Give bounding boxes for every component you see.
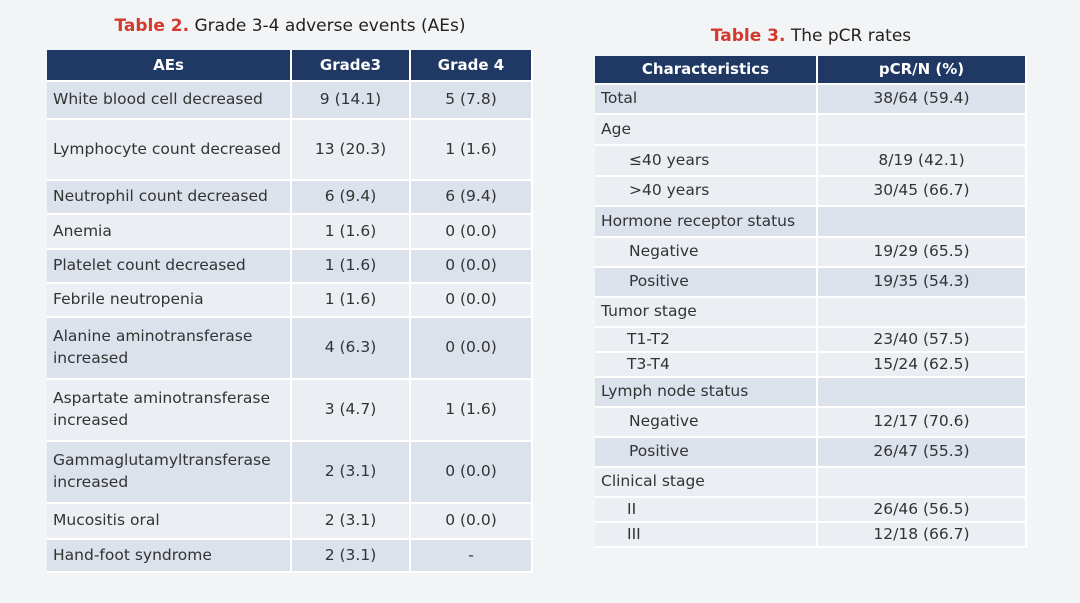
title-label: Table 3. [710, 26, 786, 46]
table-cell: 26/46 (56.5) [818, 498, 1027, 523]
table-cell: - [411, 540, 533, 573]
table-cell: 2 (3.1) [292, 504, 411, 540]
table-cell: 3 (4.7) [292, 380, 411, 442]
table-cell: Clinical stage [595, 468, 818, 498]
table-cell: Negative [595, 408, 818, 438]
table-cell: White blood cell decreased [47, 82, 292, 120]
table-cell: 1 (1.6) [411, 380, 533, 442]
table-cell: 38/64 (59.4) [818, 85, 1027, 115]
table-cell: Aspartate aminotransferase increased [47, 380, 292, 442]
table-cell: Lymphocyte count decreased [47, 120, 292, 181]
table-cell: pCR/N (%) [818, 56, 1027, 85]
table-cell: Total [595, 85, 818, 115]
table-cell: Alanine aminotransferase increased [47, 318, 292, 380]
table-cell: Characteristics [595, 56, 818, 85]
table-cell: Positive [595, 268, 818, 298]
table-cell: Grade 4 [411, 50, 533, 82]
table-cell: Lymph node status [595, 378, 818, 408]
table-cell: Hand-foot syndrome [47, 540, 292, 573]
table-cell: 0 (0.0) [411, 284, 533, 318]
table-cell: 2 (3.1) [292, 540, 411, 573]
table-cell: II [595, 498, 818, 523]
table-cell: 0 (0.0) [411, 250, 533, 284]
table-cell: 12/18 (66.7) [818, 523, 1027, 548]
table-cell: Anemia [47, 215, 292, 250]
table-cell: T1-T2 [595, 328, 818, 353]
table-cell: T3-T4 [595, 353, 818, 378]
table-cell: 0 (0.0) [411, 215, 533, 250]
table-cell: 1 (1.6) [292, 215, 411, 250]
table-cell: 12/17 (70.6) [818, 408, 1027, 438]
table-cell: 0 (0.0) [411, 504, 533, 540]
table-cell [818, 298, 1027, 328]
table-cell: Grade3 [292, 50, 411, 82]
table-cell: ≤40 years [595, 146, 818, 177]
table-cell: 1 (1.6) [292, 284, 411, 318]
table-cell: III [595, 523, 818, 548]
table-cell: 19/29 (65.5) [818, 238, 1027, 268]
table-cell: Hormone receptor status [595, 207, 818, 238]
table-cell: Gammaglutamyltransferase increased [47, 442, 292, 504]
table-cell [818, 115, 1027, 146]
table-cell: 13 (20.3) [292, 120, 411, 181]
table-cell: AEs [47, 50, 292, 82]
table-cell: Tumor stage [595, 298, 818, 328]
table2-title: Table 2. Grade 3-4 adverse events (AEs) [47, 16, 533, 36]
table-cell: Febrile neutropenia [47, 284, 292, 318]
table-cell: Mucositis oral [47, 504, 292, 540]
table-cell: 2 (3.1) [292, 442, 411, 504]
title-text: Grade 3-4 adverse events (AEs) [194, 16, 466, 36]
table-cell: 15/24 (62.5) [818, 353, 1027, 378]
table-cell: 23/40 (57.5) [818, 328, 1027, 353]
table-cell: Positive [595, 438, 818, 468]
table-cell: 26/47 (55.3) [818, 438, 1027, 468]
table-cell: 9 (14.1) [292, 82, 411, 120]
table3-title: Table 3. The pCR rates [595, 26, 1027, 46]
table-cell: Age [595, 115, 818, 146]
table-cell: Negative [595, 238, 818, 268]
table-cell: >40 years [595, 177, 818, 207]
table-cell [818, 378, 1027, 408]
table-cell: 0 (0.0) [411, 318, 533, 380]
table-cell: 4 (6.3) [292, 318, 411, 380]
table-cell: 6 (9.4) [411, 181, 533, 215]
table-cell: Neutrophil count decreased [47, 181, 292, 215]
table-cell: 6 (9.4) [292, 181, 411, 215]
table-cell: Platelet count decreased [47, 250, 292, 284]
table-cell [818, 468, 1027, 498]
table-cell: 1 (1.6) [292, 250, 411, 284]
table-cell: 8/19 (42.1) [818, 146, 1027, 177]
table-cell: 1 (1.6) [411, 120, 533, 181]
title-text: The pCR rates [790, 26, 912, 46]
title-label: Table 2. [114, 16, 190, 36]
table-cell: 0 (0.0) [411, 442, 533, 504]
table-cell: 30/45 (66.7) [818, 177, 1027, 207]
table-cell [818, 207, 1027, 238]
table-cell: 19/35 (54.3) [818, 268, 1027, 298]
table-cell: 5 (7.8) [411, 82, 533, 120]
